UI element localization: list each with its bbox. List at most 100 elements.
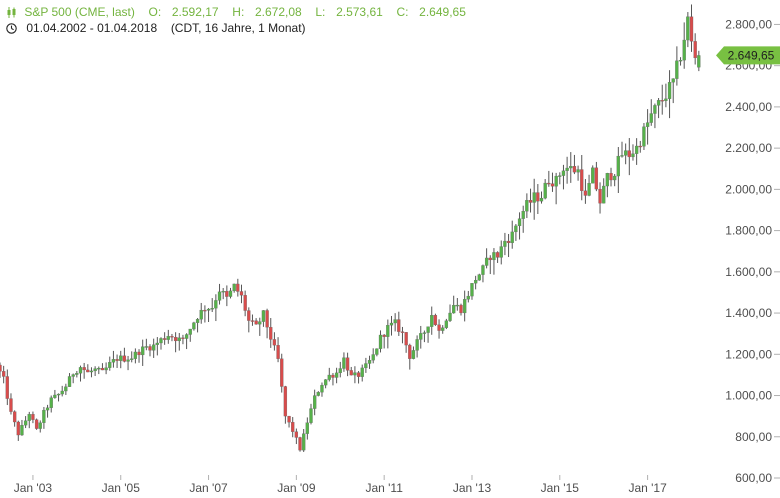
candle xyxy=(243,290,247,317)
candle xyxy=(517,212,522,240)
candle-body xyxy=(283,386,288,417)
candle-body xyxy=(689,16,694,42)
candle xyxy=(645,109,650,145)
candle xyxy=(130,351,134,363)
candle xyxy=(349,366,353,376)
candle xyxy=(228,287,233,299)
candle xyxy=(67,373,72,387)
candle-body xyxy=(100,367,105,371)
price-tag-shape xyxy=(716,46,780,65)
candle-body xyxy=(184,334,189,339)
candle xyxy=(463,290,467,322)
y-tick-label: 1.400,00 xyxy=(725,306,772,320)
candle-body xyxy=(254,320,258,325)
candle-body xyxy=(576,169,580,173)
candle xyxy=(554,172,558,205)
candle xyxy=(126,355,130,371)
candle xyxy=(452,295,456,314)
candle xyxy=(272,332,277,351)
candle-body xyxy=(547,182,551,185)
candle xyxy=(100,363,105,371)
candlestick-icon xyxy=(6,7,17,19)
candle-body xyxy=(272,339,277,346)
candle-body xyxy=(119,355,123,361)
candle-body xyxy=(93,368,97,372)
candle xyxy=(682,22,686,69)
candle xyxy=(305,417,309,440)
candle-body xyxy=(554,175,558,187)
candle xyxy=(664,83,668,108)
candle xyxy=(521,205,525,233)
candle xyxy=(411,346,416,360)
candle-body xyxy=(397,319,401,332)
candle xyxy=(667,70,672,119)
candle-body xyxy=(199,309,203,320)
candle-body xyxy=(155,342,159,345)
high-value: 2.672,08 xyxy=(254,5,302,19)
candle xyxy=(598,182,602,214)
candle-body xyxy=(89,370,94,373)
candle xyxy=(422,330,427,343)
candle xyxy=(261,310,266,327)
candle-body xyxy=(148,346,152,351)
candle-body xyxy=(613,175,617,181)
candle xyxy=(327,367,331,382)
candle xyxy=(532,178,536,220)
candle-body xyxy=(525,200,529,212)
candle xyxy=(258,317,262,336)
candle-body xyxy=(506,240,511,244)
candle xyxy=(313,389,317,416)
candle-body xyxy=(572,166,577,173)
candle-body xyxy=(49,397,53,408)
candle-body xyxy=(342,357,346,369)
y-tick-label: 1.800,00 xyxy=(725,224,772,238)
candle-body xyxy=(294,431,299,438)
candle xyxy=(323,379,328,389)
candle xyxy=(181,334,185,345)
candle xyxy=(572,154,577,175)
candle-body xyxy=(686,16,690,41)
candle xyxy=(214,294,218,322)
candle-body xyxy=(316,392,320,396)
candle xyxy=(155,337,159,356)
candle xyxy=(506,233,511,258)
candle xyxy=(298,436,302,452)
candle xyxy=(675,46,679,86)
candle xyxy=(104,362,108,375)
date-range-line: 01.04.2002 - 01.04.2018 (CDT, 16 Jahre, … xyxy=(6,21,306,35)
candle-body xyxy=(31,414,35,420)
candle xyxy=(444,318,449,330)
candle-body xyxy=(334,372,339,378)
candle xyxy=(188,328,192,342)
candle xyxy=(20,419,24,436)
candle-body xyxy=(130,358,134,360)
candle-body xyxy=(682,39,686,61)
x-tick-label: Jan '05 xyxy=(102,481,141,495)
candle-body xyxy=(631,153,635,158)
instrument-line: S&P 500 (CME, last) O: 2.592,17 H: 2.672… xyxy=(6,5,466,19)
candle xyxy=(565,156,569,184)
candle-body xyxy=(243,295,247,311)
candle-body xyxy=(375,348,379,355)
candle-body xyxy=(664,98,668,102)
candle-body xyxy=(426,326,430,333)
candle xyxy=(404,332,408,353)
candle-body xyxy=(309,408,313,423)
candle xyxy=(2,365,6,384)
candle-body xyxy=(448,312,452,321)
candle xyxy=(265,308,269,339)
candle-body xyxy=(97,367,101,370)
candle xyxy=(302,429,306,452)
candle-body xyxy=(173,337,178,342)
candle-body xyxy=(437,324,441,331)
candle-body xyxy=(539,197,544,202)
candle-body xyxy=(473,279,478,284)
candle xyxy=(470,283,474,300)
candle-body xyxy=(616,155,620,177)
candle xyxy=(686,12,690,48)
y-tick-label: 1.200,00 xyxy=(725,347,772,361)
candle xyxy=(631,144,635,161)
candle xyxy=(342,352,346,372)
candle xyxy=(488,255,492,275)
